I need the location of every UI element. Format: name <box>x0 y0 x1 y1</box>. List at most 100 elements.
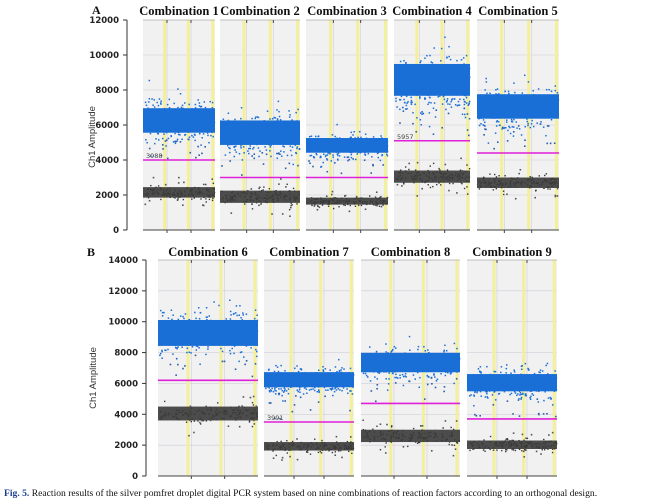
positive-droplet <box>446 57 448 59</box>
positive-droplet <box>187 341 190 343</box>
rain-droplet <box>253 157 256 160</box>
positive-droplet <box>241 159 244 161</box>
outlier-droplet <box>281 459 283 461</box>
outlier-droplet <box>182 204 184 206</box>
positive-droplet <box>309 139 311 142</box>
positive-droplet <box>160 103 162 105</box>
negative-droplet <box>272 200 274 202</box>
outlier-droplet <box>204 183 207 186</box>
negative-droplet <box>362 197 364 200</box>
positive-droplet <box>487 111 490 113</box>
positive-droplet <box>285 378 287 380</box>
positive-droplet <box>518 102 520 105</box>
positive-droplet <box>385 138 387 140</box>
positive-droplet-band <box>158 319 258 346</box>
negative-droplet <box>359 200 362 202</box>
positive-droplet <box>547 99 549 102</box>
negative-droplet <box>218 411 221 413</box>
positive-droplet <box>274 380 276 383</box>
outlier-droplet <box>466 164 468 166</box>
positive-droplet <box>272 120 275 123</box>
negative-droplet <box>416 173 418 176</box>
positive-droplet <box>196 123 198 125</box>
outlier-droplet <box>144 203 147 206</box>
positive-droplet <box>208 339 211 342</box>
negative-droplet <box>407 445 409 448</box>
positive-droplet <box>472 386 474 388</box>
positive-droplet <box>354 143 357 146</box>
positive-droplet <box>192 328 195 331</box>
negative-droplet <box>526 179 529 182</box>
negative-droplet <box>533 182 535 184</box>
negative-droplet <box>289 198 291 200</box>
positive-droplet <box>406 76 408 78</box>
negative-droplet <box>377 198 380 200</box>
positive-droplet <box>193 114 196 117</box>
negative-droplet <box>178 189 180 192</box>
positive-droplet <box>488 114 490 117</box>
positive-droplet <box>179 123 182 125</box>
positive-droplet <box>294 379 297 382</box>
positive-droplet <box>181 122 183 124</box>
positive-droplet <box>230 323 233 326</box>
positive-droplet <box>191 346 194 348</box>
positive-droplet <box>439 93 441 96</box>
negative-droplet <box>471 445 474 448</box>
positive-droplet <box>179 134 181 136</box>
threshold-label: 5957 <box>397 133 414 141</box>
negative-droplet <box>550 182 552 184</box>
positive-droplet <box>458 104 461 106</box>
positive-droplet <box>190 320 192 323</box>
negative-droplet <box>226 199 229 201</box>
positive-droplet <box>554 95 556 98</box>
positive-droplet <box>395 373 397 376</box>
negative-droplet <box>230 200 232 202</box>
positive-droplet <box>373 369 376 371</box>
outlier-droplet <box>271 213 273 215</box>
subplot-title: Combination 5 <box>478 4 558 18</box>
positive-droplet <box>505 367 508 370</box>
positive-droplet <box>348 146 350 149</box>
positive-droplet <box>412 112 414 114</box>
positive-droplet <box>357 147 360 149</box>
rain-droplet <box>254 362 257 365</box>
positive-droplet <box>502 382 505 384</box>
positive-droplet <box>401 365 404 368</box>
outlier-droplet <box>380 205 383 208</box>
positive-droplet <box>221 137 224 140</box>
positive-droplet <box>318 374 321 377</box>
positive-droplet <box>231 143 233 146</box>
positive-droplet <box>311 141 314 143</box>
negative-droplet <box>298 445 301 448</box>
negative-droplet <box>202 419 205 422</box>
rain-droplet <box>466 129 469 131</box>
negative-droplet <box>288 199 291 201</box>
positive-droplet <box>459 84 462 87</box>
positive-droplet <box>318 390 320 393</box>
positive-droplet <box>207 126 210 129</box>
negative-droplet <box>183 195 186 197</box>
positive-droplet <box>467 85 469 88</box>
positive-droplet <box>386 354 389 357</box>
positive-droplet <box>371 143 374 145</box>
negative-droplet <box>294 190 296 192</box>
positive-droplet <box>220 347 222 350</box>
negative-droplet <box>171 194 174 196</box>
negative-droplet <box>267 443 270 446</box>
positive-droplet <box>428 125 431 128</box>
positive-droplet <box>240 147 242 149</box>
negative-droplet <box>293 195 295 198</box>
positive-droplet <box>199 312 202 314</box>
positive-droplet <box>274 117 277 119</box>
positive-droplet <box>326 145 328 148</box>
positive-droplet <box>218 339 220 341</box>
negative-droplet <box>290 206 292 209</box>
positive-droplet <box>289 114 291 116</box>
positive-droplet <box>461 80 463 82</box>
positive-droplet <box>449 88 452 90</box>
positive-droplet <box>398 81 400 84</box>
positive-droplet <box>268 378 271 381</box>
well-divider <box>349 260 353 476</box>
positive-droplet <box>456 352 458 355</box>
positive-droplet <box>336 377 338 379</box>
